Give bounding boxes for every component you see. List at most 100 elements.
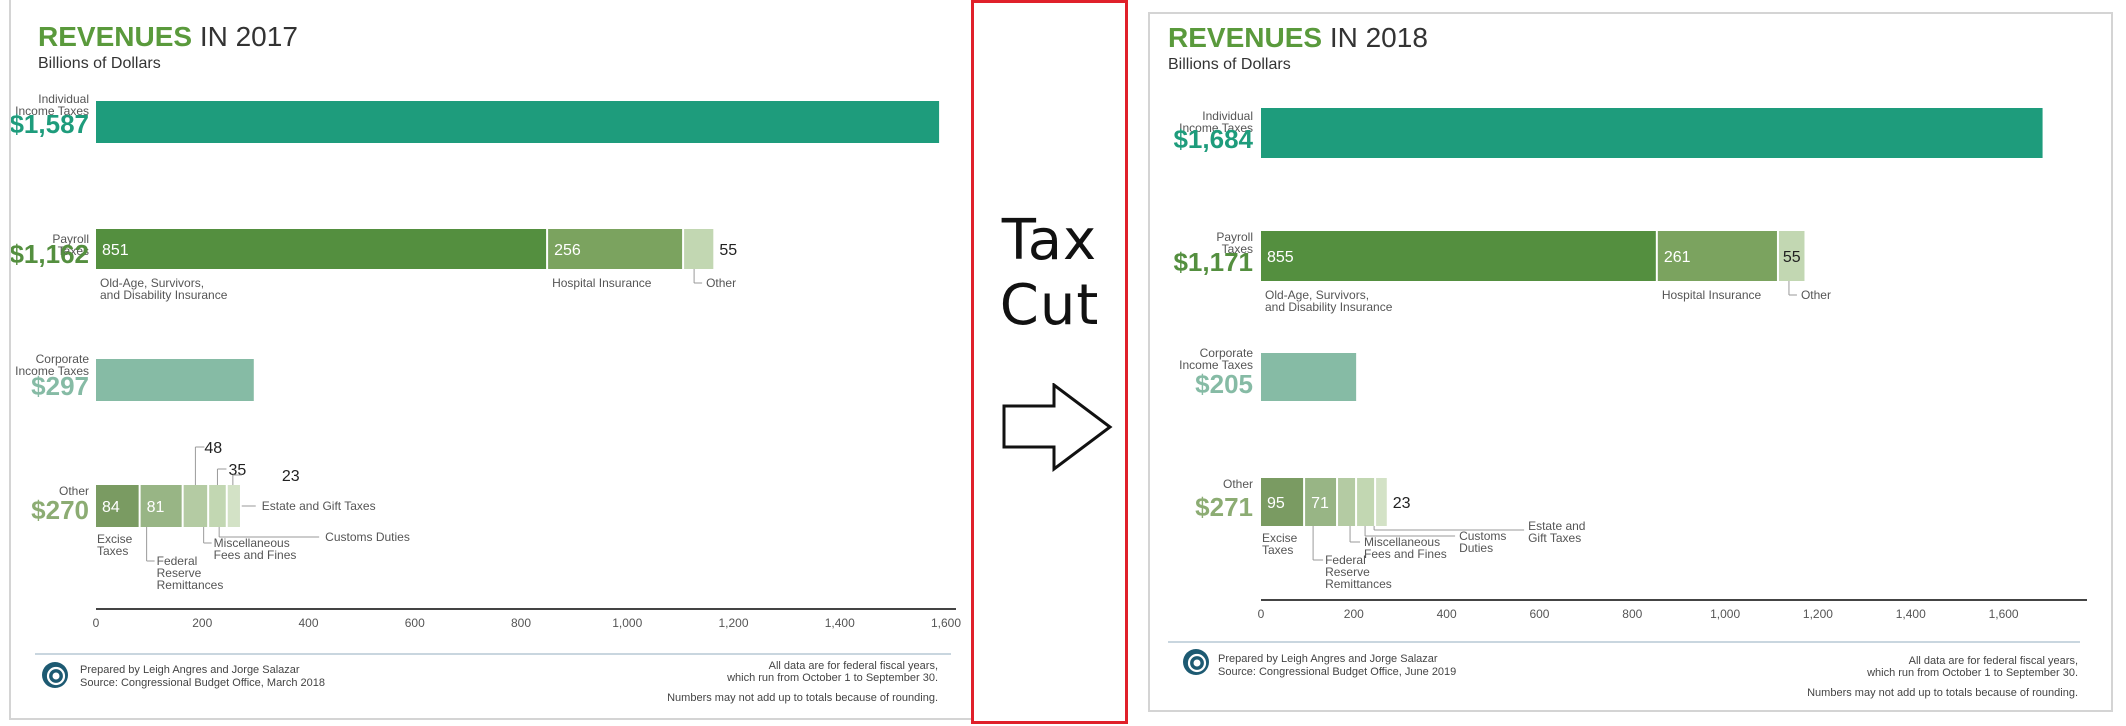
cbo-logo-ring [46, 666, 66, 686]
segment-value-label: 261 [1664, 249, 1691, 266]
category-label: Other [59, 484, 89, 498]
category-total: $1,162 [11, 239, 89, 269]
category-label-line: Individual [38, 92, 89, 106]
tax-cut-box: Tax Cut [971, 0, 1128, 724]
segment-name-label: Federal Reserve Remittances [157, 554, 224, 592]
category-label: Individual Income Taxes [15, 92, 89, 118]
segment-value-label: 256 [554, 242, 581, 259]
x-tick-label: 1,000 [612, 616, 642, 630]
segment-name-line: Reserve [1325, 565, 1370, 579]
segment-name-line: and Disability Insurance [1265, 300, 1393, 314]
x-tick-label: 1,200 [718, 616, 748, 630]
category-label-line: Payroll [1216, 230, 1253, 244]
segment-value-label: 84 [102, 499, 120, 516]
cbo-logo-dot [52, 672, 60, 680]
category-total: $1,587 [11, 109, 89, 139]
segment-name-line: Federal [1325, 553, 1366, 567]
x-tick-label: 1,000 [1710, 607, 1740, 621]
segment-name-line: Old-Age, Survivors, [100, 276, 204, 290]
category-label: Other [1223, 477, 1253, 491]
segment-name-label: Estate and Gift Taxes [1528, 519, 1585, 545]
bar-segment [209, 485, 226, 527]
chart-title: REVENUES IN 2018 [1168, 22, 1428, 53]
category-label: Payroll Taxes [52, 232, 89, 258]
segment-name-label: Old-Age, Survivors, and Disability Insura… [100, 276, 228, 302]
x-tick-label: 0 [93, 616, 100, 630]
segment-name-label: Customs Duties [1459, 529, 1506, 555]
segment-value-label: 48 [204, 440, 222, 457]
category-label-line: Corporate [1200, 346, 1254, 360]
bar-segment [1657, 231, 1777, 281]
footer-credit: Prepared by Leigh Angres and Jorge Salaz… [80, 664, 300, 676]
x-tick-label: 1,200 [1803, 607, 1833, 621]
segment-name-line: Fees and Fines [1364, 547, 1447, 561]
segment-name-label: Estate and Gift Taxes [262, 499, 376, 513]
bar-segment [684, 229, 714, 269]
category-total: $297 [31, 371, 89, 401]
chart-title-rest: IN 2018 [1330, 22, 1428, 53]
segment-value-label: 71 [1311, 495, 1329, 512]
bar-segment [96, 229, 547, 269]
tax-cut-line1: Tax [1001, 208, 1098, 273]
x-tick-label: 1,600 [1989, 607, 2019, 621]
segment-value-label: 23 [1393, 495, 1411, 512]
bar-segment [1261, 231, 1656, 281]
footer-note: Numbers may not add up to totals because… [667, 692, 938, 704]
segment-name-label: Customs Duties [325, 530, 410, 544]
segment-name-line: Estate and Gift Taxes [262, 499, 376, 513]
segment-name-line: Miscellaneous [214, 536, 290, 550]
segment-name-line: Federal [157, 554, 198, 568]
chart-title-bold: REVENUES [38, 21, 192, 52]
x-tick-label: 800 [1622, 607, 1642, 621]
segment-name-line: Excise [97, 532, 133, 546]
cbo-logo-dot [1193, 659, 1201, 667]
category-total: $1,171 [1173, 247, 1253, 277]
segment-name-label: Excise Taxes [1262, 531, 1298, 557]
segment-name-label: Other [1801, 288, 1831, 302]
segment-value-label: 855 [1267, 249, 1294, 266]
bar-segment [227, 485, 240, 527]
footer-note: All data are for federal fiscal years, [769, 660, 938, 672]
category-label-line: Taxes [58, 244, 89, 258]
segment-value-label: 55 [719, 242, 737, 259]
category-label-line: Income Taxes [15, 104, 89, 118]
segment-name-label: Miscellaneous Fees and Fines [1364, 535, 1447, 561]
cbo-logo-ring [1187, 653, 1207, 673]
chart-title-bold: REVENUES [1168, 22, 1322, 53]
segment-name-label: Hospital Insurance [552, 276, 652, 290]
bar-segment [96, 101, 940, 143]
x-tick-label: 600 [1529, 607, 1549, 621]
bar-segment [1778, 231, 1805, 281]
category-label-line: Individual [1202, 109, 1253, 123]
chart-title-space [1322, 22, 1330, 53]
footer-credit: Prepared by Leigh Angres and Jorge Salaz… [1218, 653, 1438, 665]
x-tick-label: 200 [192, 616, 212, 630]
footer-note: which run from October 1 to September 30… [1866, 667, 2078, 679]
chart-title-rest: IN 2017 [200, 21, 298, 52]
revenues-2017-chart-panel: REVENUES IN 2017 Billions of Dollars Indiv… [9, 0, 973, 720]
bar-segment [548, 229, 683, 269]
x-tick-label: 200 [1344, 607, 1364, 621]
category-label-line: Income Taxes [15, 364, 89, 378]
category-label: Corporate Income Taxes [15, 352, 89, 378]
bar-segment [1357, 478, 1375, 526]
footer-source: Source: Congressional Budget Office, Mar… [80, 677, 325, 689]
segment-name-label: Hospital Insurance [1662, 288, 1762, 302]
segment-name-line: Remittances [1325, 577, 1392, 591]
segment-value-label: 23 [282, 468, 300, 485]
segment-name-label: Miscellaneous Fees and Fines [214, 536, 297, 562]
chart-title: REVENUES IN 2017 [38, 21, 298, 52]
footer-note: All data are for federal fiscal years, [1909, 655, 2078, 667]
category-label-line: Corporate [36, 352, 90, 366]
bar-segment [1261, 478, 1304, 526]
bar-segment [183, 485, 208, 527]
segment-name-line: Taxes [97, 544, 128, 558]
x-tick-label: 400 [298, 616, 318, 630]
segment-name-line: Duties [1459, 541, 1493, 555]
footer-source: Source: Congressional Budget Office, Jun… [1218, 666, 1456, 678]
bar-segment [140, 485, 182, 527]
segment-value-label: 95 [1267, 495, 1285, 512]
category-label-line: Income Taxes [1179, 121, 1253, 135]
cbo-logo-icon [42, 662, 68, 688]
segment-name-line: Excise [1262, 531, 1298, 545]
